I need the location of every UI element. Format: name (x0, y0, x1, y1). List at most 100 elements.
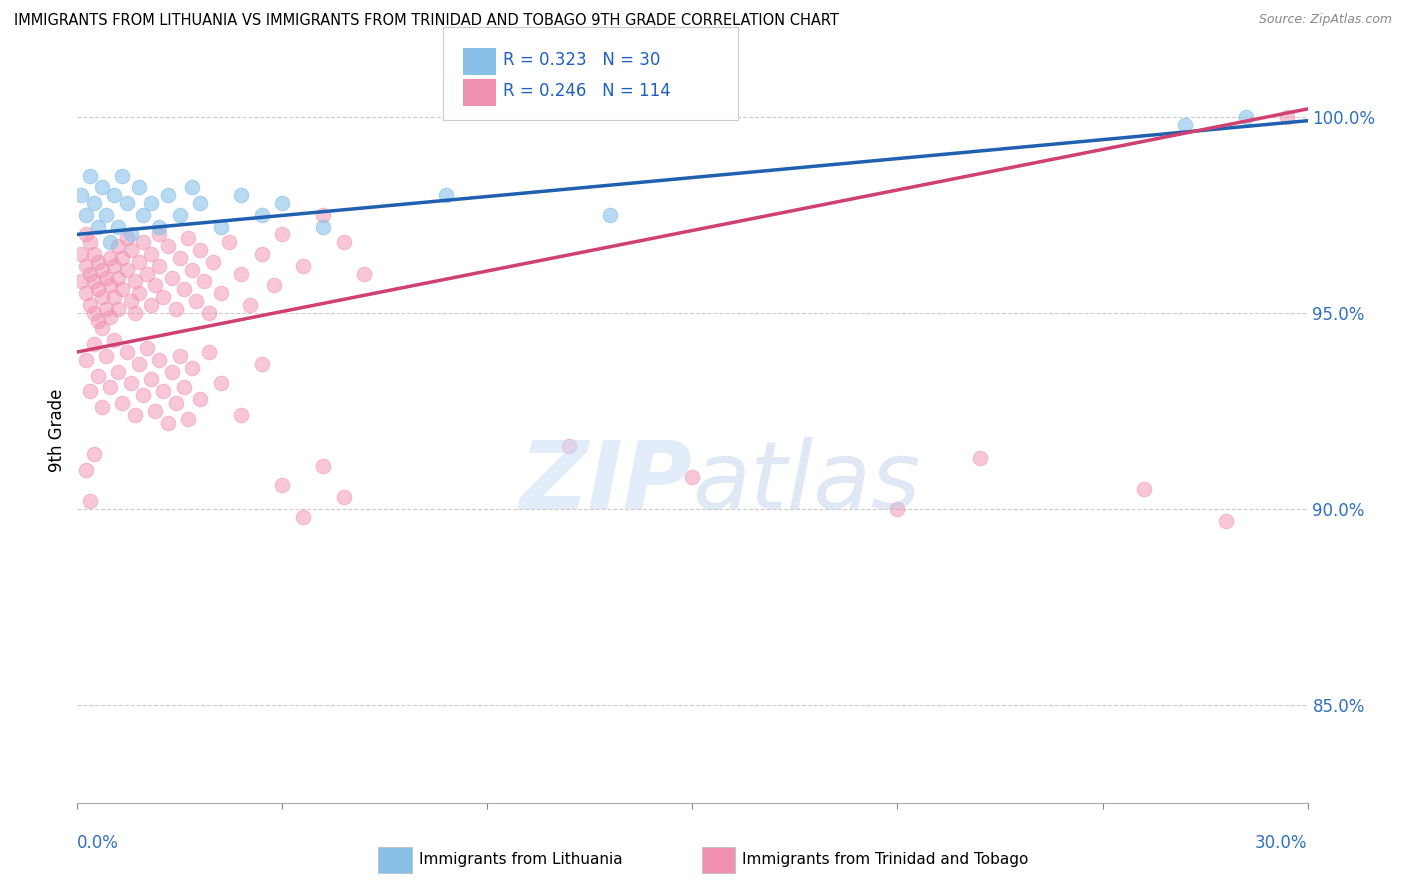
Point (115, 345, 138, 359)
Point (98, 251, 121, 265)
Point (141, 372, 163, 386)
Point (136, 267, 159, 281)
Point (177, 231, 200, 245)
Point (197, 345, 219, 359)
Point (79, 235, 101, 250)
Point (169, 349, 191, 363)
Point (132, 208, 155, 222)
Point (111, 282, 134, 296)
Point (181, 180, 204, 194)
Point (79, 169, 101, 183)
Point (90, 290, 114, 304)
Point (103, 259, 125, 273)
Point (188, 243, 212, 257)
Text: 30.0%: 30.0% (1256, 834, 1308, 852)
Point (160, 270, 183, 285)
Point (87, 282, 110, 296)
Point (197, 306, 219, 320)
Point (181, 262, 204, 277)
Point (90, 321, 114, 335)
Point (558, 439, 581, 453)
Point (250, 208, 273, 222)
Point (87, 255, 110, 269)
Point (94, 270, 117, 285)
Point (94, 349, 117, 363)
Point (115, 262, 138, 277)
Point (124, 306, 146, 320)
Point (1132, 482, 1154, 496)
Point (128, 286, 150, 301)
Point (333, 235, 356, 250)
Text: IMMIGRANTS FROM LITHUANIA VS IMMIGRANTS FROM TRINIDAD AND TOBAGO 9TH GRADE CORRE: IMMIGRANTS FROM LITHUANIA VS IMMIGRANTS … (14, 13, 839, 29)
Y-axis label: 9th Grade: 9th Grade (48, 389, 66, 472)
Point (103, 188, 125, 202)
Point (70, 188, 93, 202)
Point (436, 188, 458, 202)
Point (111, 396, 134, 410)
Text: Source: ZipAtlas.com: Source: ZipAtlas.com (1258, 13, 1392, 27)
Point (141, 298, 163, 312)
Point (141, 196, 163, 211)
Point (79, 267, 101, 281)
Point (120, 227, 142, 242)
Point (239, 298, 262, 312)
Point (132, 388, 155, 402)
Point (79, 298, 101, 312)
Point (156, 188, 179, 202)
Point (141, 247, 163, 261)
Point (152, 290, 174, 304)
Point (143, 404, 166, 418)
Point (128, 180, 150, 194)
Point (263, 278, 285, 293)
Point (312, 208, 335, 222)
Point (103, 333, 125, 347)
Point (79, 384, 101, 399)
Point (969, 450, 991, 465)
Point (87, 368, 110, 383)
Point (156, 239, 179, 253)
Text: Immigrants from Lithuania: Immigrants from Lithuania (419, 853, 623, 867)
Point (231, 408, 253, 422)
Point (75, 352, 97, 367)
Point (148, 219, 170, 234)
Point (165, 301, 187, 316)
Point (83, 196, 105, 211)
Point (181, 360, 204, 375)
Point (107, 270, 129, 285)
Point (152, 384, 174, 399)
Point (333, 490, 356, 504)
Point (75, 259, 97, 273)
Point (120, 243, 142, 257)
Point (143, 278, 166, 293)
Point (312, 458, 335, 473)
Point (271, 478, 294, 492)
Point (83, 306, 105, 320)
Point (209, 376, 232, 391)
Point (111, 169, 134, 183)
Point (201, 255, 224, 269)
Point (165, 396, 187, 410)
Point (107, 365, 129, 379)
Point (83, 275, 105, 289)
Point (218, 235, 240, 250)
Point (83, 337, 105, 351)
Point (75, 462, 97, 476)
Text: ZIP: ZIP (520, 436, 693, 529)
Point (353, 267, 375, 281)
Point (1275, 110, 1298, 124)
Point (312, 219, 335, 234)
Point (148, 259, 170, 273)
Point (128, 357, 150, 371)
Point (98, 235, 121, 250)
Point (209, 219, 232, 234)
Point (148, 227, 170, 242)
Point (90, 180, 114, 194)
Point (83, 247, 105, 261)
Point (103, 290, 125, 304)
Point (94, 208, 117, 222)
Point (83, 447, 105, 461)
Point (87, 219, 110, 234)
Point (90, 262, 114, 277)
Point (94, 301, 117, 316)
Point (188, 196, 212, 211)
